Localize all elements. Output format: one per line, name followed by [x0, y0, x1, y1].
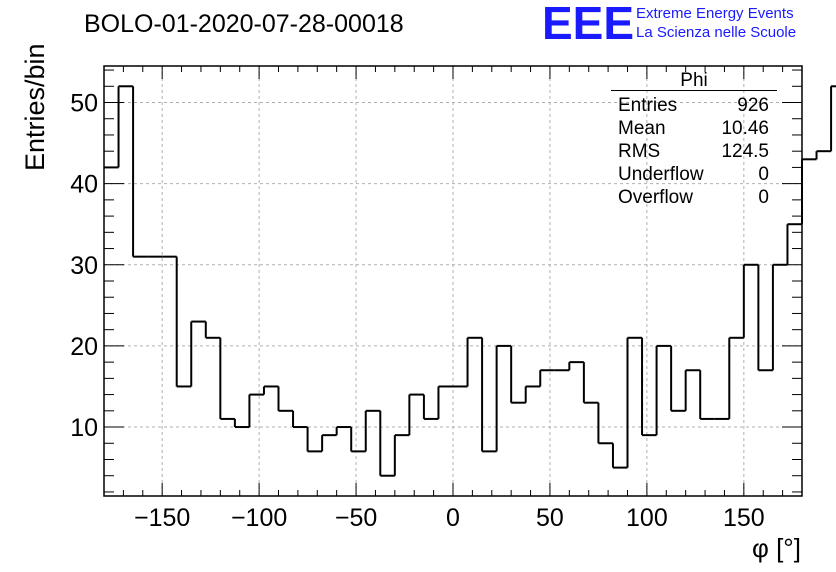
stats-row-mean: Mean 10.46 — [611, 117, 777, 140]
stats-row-rms: RMS 124.5 — [611, 140, 777, 163]
x-tick-label: −100 — [231, 504, 287, 532]
x-tick-label: −150 — [134, 504, 190, 532]
stats-label: Overflow — [618, 187, 693, 208]
logo-line-2: La Scienza nelle Scuole — [636, 24, 797, 41]
tick-labels: −150 −100 −50 0 50 100 150 10 20 30 40 50 — [70, 90, 765, 532]
stats-label: Entries — [618, 95, 678, 116]
logo-line-1: Extreme Energy Events — [636, 5, 794, 22]
stats-label: Underflow — [618, 164, 704, 185]
chart-title: BOLO-01-2020-07-28-00018 — [84, 10, 404, 38]
stats-label: Mean — [618, 118, 666, 139]
x-axis-label: φ [°] — [752, 533, 801, 563]
x-tick-label: 100 — [626, 504, 668, 532]
x-tick-label: 150 — [723, 504, 765, 532]
stats-row-entries: Entries 926 — [611, 94, 777, 117]
stats-label: RMS — [618, 141, 661, 162]
stats-divider — [611, 90, 777, 91]
stats-value: 0 — [758, 164, 769, 185]
x-tick-label: 50 — [536, 504, 564, 532]
stats-value: 926 — [737, 95, 769, 116]
stats-value: 124.5 — [721, 141, 769, 162]
stats-value: 10.46 — [721, 118, 769, 139]
eee-logo: EEE — [542, 0, 635, 49]
y-tick-label: 20 — [70, 333, 98, 361]
x-tick-label: −50 — [335, 504, 377, 532]
stats-box: Phi Entries 926 Mean 10.46 RMS 124.5 Und… — [611, 70, 777, 209]
stats-name: Phi — [680, 70, 708, 91]
y-tick-label: 50 — [70, 90, 98, 118]
histogram-bars — [104, 85, 836, 477]
stats-row-underflow: Underflow 0 — [611, 163, 777, 186]
x-tick-label: 0 — [446, 504, 460, 532]
y-tick-label: 10 — [70, 414, 98, 442]
logo-caption: Extreme Energy Events La Scienza nelle S… — [636, 4, 796, 42]
stats-row-overflow: Overflow 0 — [611, 186, 777, 209]
axis-ticks — [103, 66, 803, 496]
y-axis-label: Entries/bin — [20, 43, 50, 171]
y-tick-label: 30 — [70, 252, 98, 280]
stats-value: 0 — [758, 187, 769, 208]
y-tick-label: 40 — [70, 171, 98, 199]
